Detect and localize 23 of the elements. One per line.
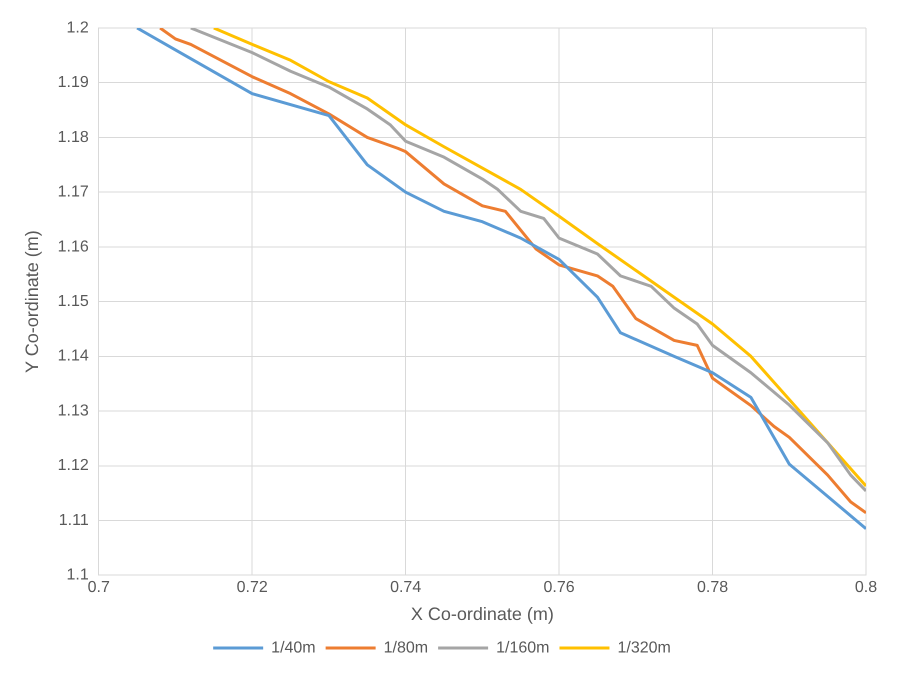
x-tick-label: 0.78 bbox=[696, 579, 728, 596]
x-tick-label: 0.72 bbox=[236, 579, 268, 596]
legend-label: 1/40m bbox=[271, 639, 316, 656]
y-tick-label: 1.2 bbox=[66, 19, 89, 36]
y-tick-label: 1.19 bbox=[58, 74, 89, 92]
legend-label: 1/320m bbox=[617, 639, 671, 656]
y-tick-label: 1.14 bbox=[58, 348, 89, 365]
x-tick-label: 0.8 bbox=[854, 579, 878, 596]
x-tick-label: 0.7 bbox=[88, 579, 110, 596]
y-tick-label: 1.1 bbox=[66, 566, 89, 584]
legend-label: 1/160m bbox=[496, 639, 550, 656]
y-tick-label: 1.18 bbox=[58, 128, 89, 146]
y-axis-title: Y Co-ordinate (m) bbox=[22, 230, 42, 373]
y-tick-label: 1.12 bbox=[58, 457, 89, 474]
legend-label: 1/80m bbox=[384, 639, 428, 656]
y-tick-label: 1.11 bbox=[58, 512, 89, 529]
y-tick-label: 1.17 bbox=[58, 184, 89, 201]
y-tick-label: 1.15 bbox=[58, 293, 89, 310]
y-tick-label: 1.16 bbox=[58, 238, 89, 256]
y-tick-label: 1.13 bbox=[58, 402, 89, 420]
x-tick-label: 0.76 bbox=[544, 579, 575, 596]
x-tick-label: 0.74 bbox=[390, 579, 422, 596]
x-axis-title: X Co-ordinate (m) bbox=[410, 604, 554, 624]
